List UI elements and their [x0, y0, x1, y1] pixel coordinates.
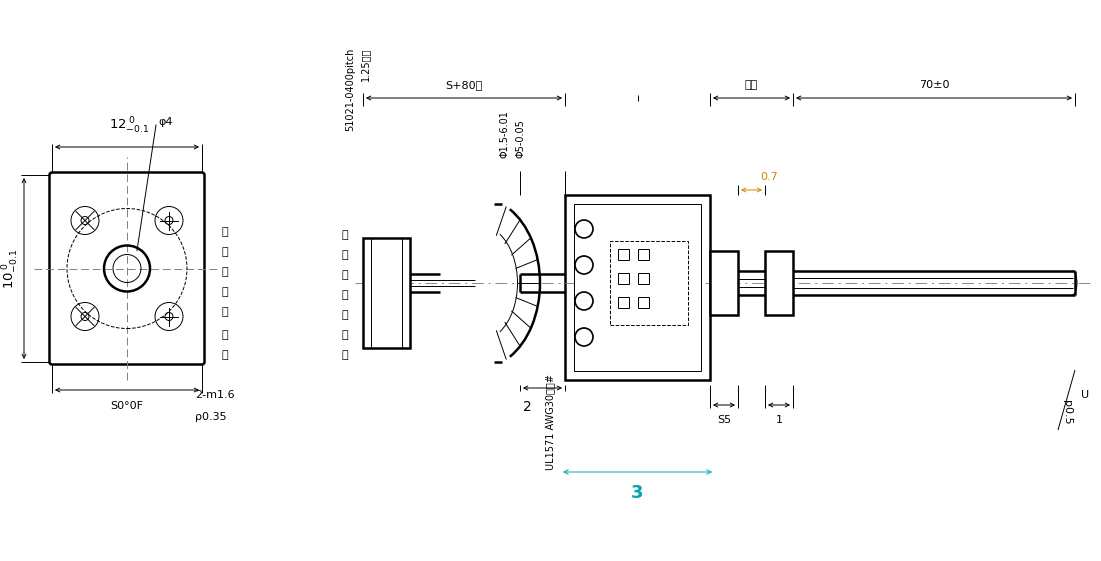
Bar: [574, 204, 701, 371]
Text: U: U: [1081, 390, 1089, 400]
Text: S+80件: S+80件: [446, 80, 482, 90]
Bar: [618, 297, 629, 308]
Text: 线: 线: [341, 250, 348, 260]
Text: 2-m1.6: 2-m1.6: [195, 390, 235, 400]
Text: 日: 日: [341, 330, 348, 340]
Bar: [637, 273, 648, 284]
Text: S0°0F: S0°0F: [110, 401, 143, 411]
Text: 图: 图: [341, 270, 348, 280]
Bar: [637, 249, 648, 260]
Text: 2: 2: [523, 400, 532, 414]
Text: $10^{\ 0}_{-0.1}$: $10^{\ 0}_{-0.1}$: [1, 248, 21, 289]
Bar: [363, 238, 410, 348]
FancyBboxPatch shape: [50, 172, 205, 365]
Text: 3: 3: [631, 484, 644, 502]
Text: 1: 1: [775, 415, 783, 425]
Text: 日: 日: [221, 330, 228, 340]
Text: 70±0: 70±0: [918, 80, 949, 90]
Text: φ4: φ4: [159, 117, 173, 127]
Text: 空白: 空白: [745, 80, 759, 90]
Text: 图: 图: [221, 307, 228, 317]
Bar: [565, 195, 710, 380]
Text: 0.7: 0.7: [761, 172, 778, 182]
Text: 图: 图: [341, 310, 348, 320]
Text: 51021-0400pitch: 51021-0400pitch: [345, 48, 355, 131]
Text: $12^{\ 0}_{-0.1}$: $12^{\ 0}_{-0.1}$: [109, 116, 150, 136]
Text: UL1571 AWG30系列#: UL1571 AWG30系列#: [545, 374, 555, 470]
Text: p0.5: p0.5: [1062, 400, 1072, 425]
Text: 配: 配: [341, 230, 348, 240]
Text: Φ5-0.05: Φ5-0.05: [515, 119, 525, 158]
Bar: [765, 251, 793, 315]
Text: 图: 图: [341, 350, 348, 360]
Text: 图: 图: [221, 350, 228, 360]
Text: 线: 线: [221, 247, 228, 257]
Bar: [710, 251, 738, 315]
Text: S5: S5: [717, 415, 731, 425]
Text: 配: 配: [221, 227, 228, 237]
Text: 制: 制: [221, 287, 228, 297]
Bar: [637, 297, 648, 308]
Bar: [618, 273, 629, 284]
Text: Φ1.5-6.01: Φ1.5-6.01: [500, 110, 510, 158]
Text: 制: 制: [341, 290, 348, 300]
Bar: [618, 249, 629, 260]
Bar: [610, 241, 688, 325]
Text: ρ0.35: ρ0.35: [195, 412, 227, 422]
Text: 图: 图: [221, 267, 228, 277]
Text: 1.25目标: 1.25目标: [360, 48, 370, 81]
